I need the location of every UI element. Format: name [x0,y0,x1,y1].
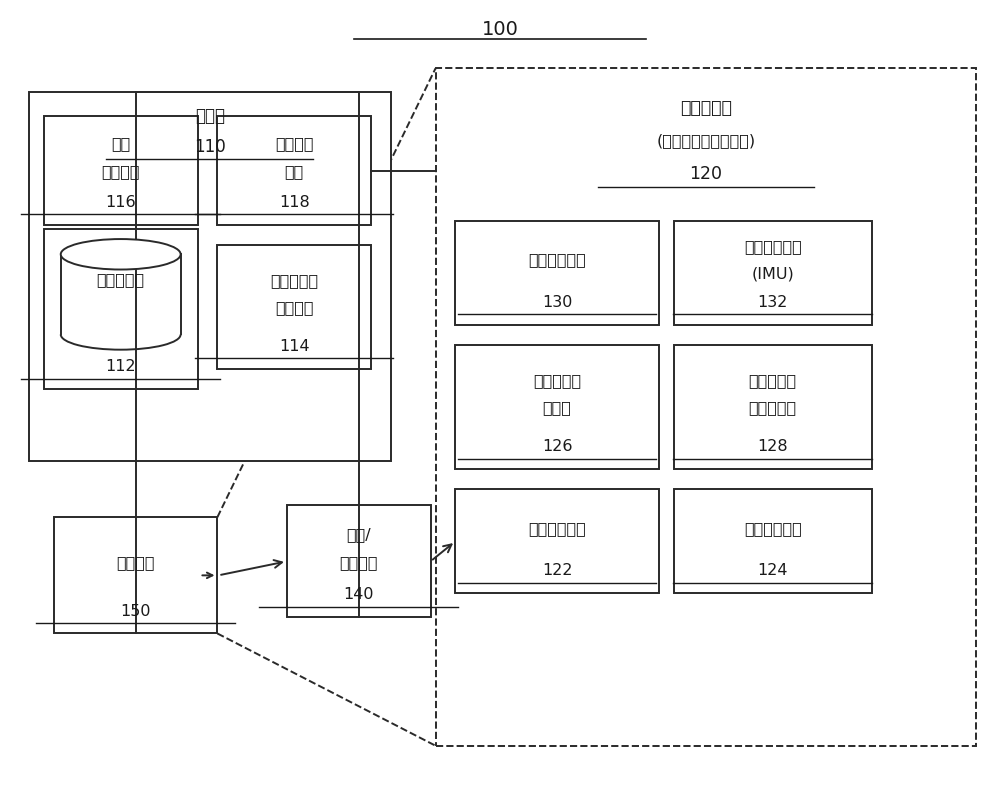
Text: 130: 130 [542,295,572,310]
Text: 定位器: 定位器 [543,400,571,416]
Text: 132: 132 [758,295,788,310]
Text: (例如，头戴式显示器): (例如，头戴式显示器) [656,133,755,148]
Text: 110: 110 [194,138,226,156]
FancyBboxPatch shape [674,489,872,594]
Text: 头戴式设备: 头戴式设备 [270,273,318,288]
Text: 一个或多个: 一个或多个 [533,373,581,388]
FancyBboxPatch shape [29,92,391,461]
FancyBboxPatch shape [455,220,659,325]
Text: 112: 112 [105,359,136,374]
Text: 150: 150 [120,603,151,619]
Text: 140: 140 [343,587,374,603]
Text: 惯性测量单元: 惯性测量单元 [744,239,802,254]
Text: 显示电子器件: 显示电子器件 [528,521,586,536]
Text: 128: 128 [757,439,788,454]
FancyBboxPatch shape [44,228,198,389]
Text: 输出接口: 输出接口 [339,555,378,569]
FancyBboxPatch shape [436,68,976,746]
FancyBboxPatch shape [44,117,198,224]
Text: 118: 118 [279,194,310,210]
Text: 成像设备: 成像设备 [116,555,155,570]
Text: 116: 116 [105,194,136,210]
FancyBboxPatch shape [217,245,371,369]
Text: 现实引擎: 现实引擎 [101,164,140,179]
Text: 一个或多个: 一个或多个 [749,373,797,388]
Text: 控制台: 控制台 [195,108,225,126]
Text: 122: 122 [542,564,572,578]
FancyBboxPatch shape [674,345,872,469]
Text: 输入/: 输入/ [346,527,371,543]
FancyBboxPatch shape [455,345,659,469]
Text: 124: 124 [757,564,788,578]
Text: 显示光学器件: 显示光学器件 [744,521,802,536]
FancyBboxPatch shape [54,518,217,633]
Text: 追踪模块: 追踪模块 [275,300,313,315]
FancyBboxPatch shape [674,220,872,325]
Text: 虚拟: 虚拟 [111,137,130,151]
Text: 应用存储库: 应用存储库 [97,272,145,288]
Text: 114: 114 [279,339,310,354]
Text: 120: 120 [689,165,722,183]
Ellipse shape [61,239,181,270]
Text: 100: 100 [482,20,518,40]
Text: 模块: 模块 [285,164,304,179]
Text: 位置传感器: 位置传感器 [749,400,797,416]
FancyBboxPatch shape [455,489,659,594]
FancyBboxPatch shape [287,505,431,617]
FancyBboxPatch shape [217,117,371,224]
Text: (IMU): (IMU) [751,266,794,281]
Text: 眼动追踪单元: 眼动追踪单元 [528,253,586,267]
Text: 眼动追踪: 眼动追踪 [275,137,313,151]
Text: 126: 126 [542,439,572,454]
Text: 近眼显示器: 近眼显示器 [680,100,732,117]
